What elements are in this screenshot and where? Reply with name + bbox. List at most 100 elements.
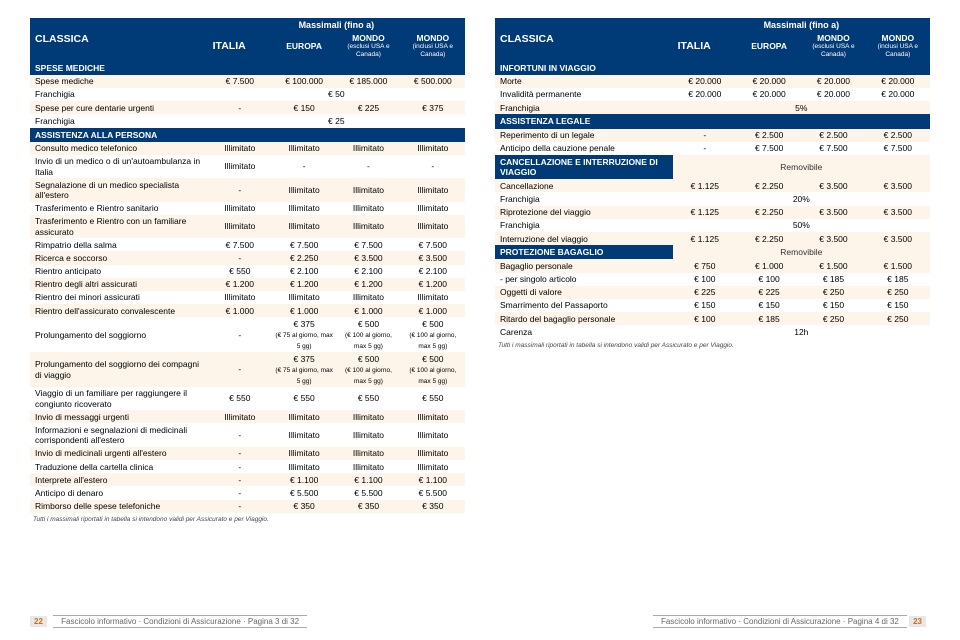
row-label: Bagaglio personale — [495, 259, 673, 272]
row-value: € 500.000 — [401, 75, 465, 88]
col-header: MONDO(esclusi USA e Canada) — [801, 32, 865, 61]
row-value: € 3.500 — [866, 179, 930, 192]
row-value: € 3.500 — [801, 232, 865, 245]
row-value: - — [336, 155, 400, 178]
section-note: Removibile — [673, 155, 930, 179]
table-row: Segnalazione di un medico specialista al… — [30, 178, 465, 201]
table-row: Riprotezione del viaggio€ 1.125€ 2.250€ … — [495, 206, 930, 219]
row-value: Illimitato — [401, 447, 465, 460]
row-value: Illimitato — [208, 291, 272, 304]
table-row: Invio di un medico o di un'autoambulanza… — [30, 155, 465, 178]
footer-right: Fascicolo informativo · Condizioni di As… — [653, 615, 930, 628]
left-table: CLASSICAMassimali (fino a)ITALIAEUROPAMO… — [30, 18, 465, 513]
table-row: Franchigia5% — [495, 101, 930, 114]
row-value: Illimitato — [401, 423, 465, 446]
row-value: € 1.200 — [272, 278, 336, 291]
section-header: ASSISTENZA LEGALE — [495, 114, 930, 128]
row-label: Prolungamento del soggiorno dei compagni… — [30, 352, 208, 387]
row-label: Trasferimento e Rientro con un familiare… — [30, 215, 208, 238]
row-value: € 5.500 — [272, 486, 336, 499]
row-label: Rientro degli altri assicurati — [30, 278, 208, 291]
row-value: € 2.250 — [737, 232, 801, 245]
page-footer: 22 Fascicolo informativo · Condizioni di… — [30, 615, 930, 628]
row-value: € 150 — [272, 101, 336, 114]
row-value: € 225 — [737, 286, 801, 299]
page-num-right: 23 — [909, 616, 926, 627]
row-value: Illimitato — [336, 178, 400, 201]
row-value: € 5.500 — [401, 486, 465, 499]
row-value: € 1.000 — [401, 304, 465, 317]
section-header: PROTEZIONE BAGAGLIO — [495, 245, 673, 259]
row-value: € 2.500 — [737, 129, 801, 142]
row-value: € 185 — [801, 273, 865, 286]
row-value: € 20.000 — [673, 88, 737, 101]
right-footnote: Tutti i massimali riportati in tabella s… — [495, 339, 930, 349]
row-value: € 375(€ 75 al giorno, max 5 gg) — [272, 352, 336, 387]
row-value: € 100.000 — [272, 75, 336, 88]
table-row: Prolungamento del soggiorno-€ 375(€ 75 a… — [30, 317, 465, 352]
row-span-value: € 50 — [208, 88, 465, 101]
row-value: € 1.000 — [737, 259, 801, 272]
row-value: € 20.000 — [737, 75, 801, 88]
row-value: € 150 — [737, 299, 801, 312]
table-row: Reperimento di un legale-€ 2.500€ 2.500€… — [495, 129, 930, 142]
row-value: - — [208, 500, 272, 513]
col-header: EUROPA — [272, 32, 336, 61]
row-value: € 2.250 — [272, 251, 336, 264]
row-span-value: 50% — [673, 219, 930, 232]
row-value: - — [208, 251, 272, 264]
row-value: € 1.100 — [401, 473, 465, 486]
row-value: € 250 — [866, 286, 930, 299]
row-label: Carenza — [495, 325, 673, 338]
footer-left: 22 Fascicolo informativo · Condizioni di… — [30, 615, 307, 628]
row-value: € 250 — [801, 286, 865, 299]
table-row: Bagaglio personale€ 750€ 1.000€ 1.500€ 1… — [495, 259, 930, 272]
row-value: € 150 — [801, 299, 865, 312]
row-value: € 3.500 — [801, 179, 865, 192]
row-value: € 375(€ 75 al giorno, max 5 gg) — [272, 317, 336, 352]
table-row: Franchigia€ 50 — [30, 88, 465, 101]
row-value: € 1.500 — [801, 259, 865, 272]
row-value: € 2.100 — [272, 265, 336, 278]
table-title: CLASSICA — [495, 18, 673, 61]
row-value: € 3.500 — [401, 251, 465, 264]
row-value: € 7.500 — [401, 238, 465, 251]
table-row: Rimborso delle spese telefoniche-€ 350€ … — [30, 500, 465, 513]
row-value: Illimitato — [208, 215, 272, 238]
table-row: Franchigia20% — [495, 192, 930, 205]
row-value: € 1.500 — [866, 259, 930, 272]
row-value: € 100 — [673, 273, 737, 286]
row-value: € 3.500 — [801, 206, 865, 219]
row-value: € 550 — [401, 387, 465, 410]
row-value: € 7.500 — [801, 142, 865, 155]
row-value: € 1.125 — [673, 179, 737, 192]
row-label: Viaggio di un familiare per raggiungere … — [30, 387, 208, 410]
row-span-value: € 25 — [208, 114, 465, 127]
super-header: Massimali (fino a) — [208, 18, 465, 32]
table-row: Consulto medico telefonicoIllimitatoIlli… — [30, 142, 465, 155]
row-value: € 20.000 — [673, 75, 737, 88]
table-row: Franchigia€ 25 — [30, 114, 465, 127]
row-value: € 550 — [208, 387, 272, 410]
row-value: € 150 — [673, 299, 737, 312]
row-value: € 1.200 — [336, 278, 400, 291]
row-label: Morte — [495, 75, 673, 88]
row-value: - — [208, 447, 272, 460]
row-label: Cancellazione — [495, 179, 673, 192]
row-value: Illimitato — [401, 202, 465, 215]
row-value: Illimitato — [336, 215, 400, 238]
row-value: Illimitato — [336, 447, 400, 460]
footer-text-left: Fascicolo informativo · Condizioni di As… — [53, 615, 307, 628]
col-header: MONDO(inclusi USA e Canada) — [866, 32, 930, 61]
row-value: Illimitato — [272, 178, 336, 201]
row-value: Illimitato — [208, 410, 272, 423]
row-value: Illimitato — [208, 155, 272, 178]
row-value: € 100 — [737, 273, 801, 286]
row-value: € 7.500 — [272, 238, 336, 251]
table-row: Anticipo della cauzione penale-€ 7.500€ … — [495, 142, 930, 155]
row-label: Franchigia — [495, 192, 673, 205]
row-value: Illimitato — [272, 202, 336, 215]
row-value: - — [208, 352, 272, 387]
row-span-value: 20% — [673, 192, 930, 205]
table-row: Morte€ 20.000€ 20.000€ 20.000€ 20.000 — [495, 75, 930, 88]
